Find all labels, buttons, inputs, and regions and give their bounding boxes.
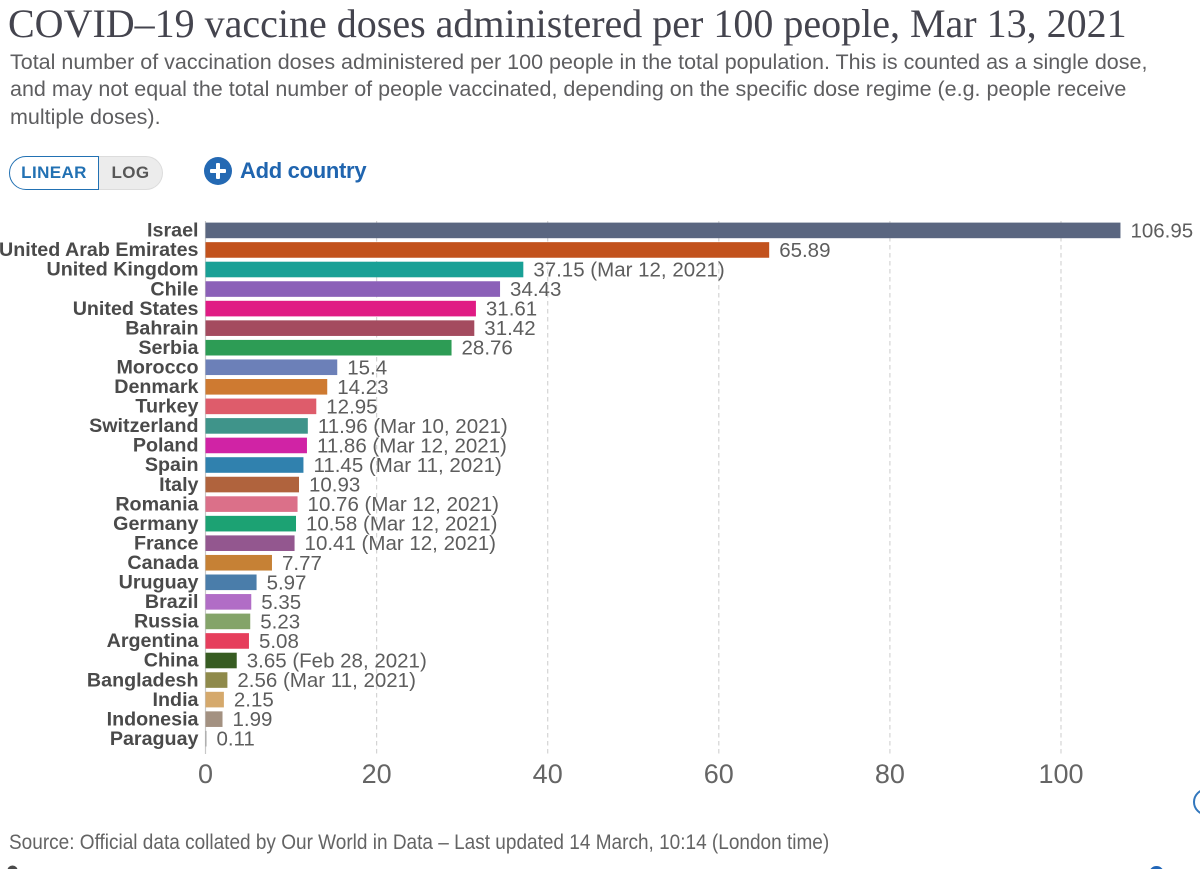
svg-text:106.95: 106.95	[1130, 219, 1193, 242]
svg-text:China: China	[144, 650, 200, 672]
svg-text:Bangladesh: Bangladesh	[87, 669, 199, 691]
svg-text:11.96 (Mar 10, 2021): 11.96 (Mar 10, 2021)	[318, 415, 508, 438]
svg-text:31.61: 31.61	[486, 298, 537, 321]
svg-text:1.99: 1.99	[233, 708, 273, 731]
svg-text:2.56 (Mar 11, 2021): 2.56 (Mar 11, 2021)	[237, 669, 416, 692]
svg-text:Chile: Chile	[150, 278, 198, 300]
svg-text:Uruguay: Uruguay	[119, 572, 199, 594]
svg-text:Israel: Israel	[147, 220, 198, 242]
svg-text:65.89: 65.89	[779, 239, 830, 262]
svg-text:20: 20	[362, 759, 392, 789]
svg-text:34.43: 34.43	[510, 278, 561, 301]
svg-text:Turkey: Turkey	[135, 396, 198, 418]
svg-text:Germany: Germany	[113, 513, 198, 535]
svg-text:7.77: 7.77	[282, 552, 322, 575]
svg-text:Bahrain: Bahrain	[125, 317, 198, 339]
svg-text:India: India	[153, 689, 200, 711]
svg-text:3.65 (Feb 28, 2021): 3.65 (Feb 28, 2021)	[247, 650, 427, 673]
svg-text:11.86 (Mar 12, 2021): 11.86 (Mar 12, 2021)	[317, 434, 507, 457]
svg-text:Russia: Russia	[134, 611, 200, 633]
svg-text:Denmark: Denmark	[114, 376, 198, 398]
svg-text:0: 0	[198, 759, 213, 789]
svg-text:100: 100	[1038, 759, 1083, 789]
svg-text:Brazil: Brazil	[145, 591, 199, 613]
svg-text:10.41 (Mar 12, 2021): 10.41 (Mar 12, 2021)	[305, 532, 496, 555]
svg-text:United Arab Emirates: United Arab Emirates	[0, 239, 199, 261]
svg-text:Paraguay: Paraguay	[110, 728, 199, 750]
svg-text:Romania: Romania	[115, 493, 199, 515]
svg-text:10.58 (Mar 12, 2021): 10.58 (Mar 12, 2021)	[306, 513, 497, 536]
svg-text:28.76: 28.76	[462, 337, 513, 360]
svg-text:15.4: 15.4	[347, 356, 387, 379]
svg-text:Poland: Poland	[133, 435, 199, 457]
svg-text:United States: United States	[73, 298, 199, 320]
svg-text:France: France	[134, 532, 199, 554]
svg-text:37.15 (Mar 12, 2021): 37.15 (Mar 12, 2021)	[533, 259, 724, 282]
svg-text:Switzerland: Switzerland	[89, 415, 198, 437]
svg-text:10.76 (Mar 12, 2021): 10.76 (Mar 12, 2021)	[308, 493, 499, 516]
svg-text:Indonesia: Indonesia	[107, 708, 200, 730]
svg-text:60: 60	[704, 759, 734, 789]
svg-text:2.15: 2.15	[234, 689, 274, 712]
svg-text:5.97: 5.97	[267, 571, 307, 594]
svg-text:11.45 (Mar 11, 2021): 11.45 (Mar 11, 2021)	[313, 454, 501, 477]
svg-text:5.35: 5.35	[261, 591, 301, 614]
svg-text:14.23: 14.23	[337, 376, 388, 399]
svg-text:Morocco: Morocco	[116, 356, 198, 378]
svg-text:Serbia: Serbia	[138, 337, 199, 359]
svg-text:31.42: 31.42	[484, 317, 535, 340]
svg-text:0.11: 0.11	[216, 728, 254, 751]
svg-text:Canada: Canada	[127, 552, 199, 574]
svg-text:United Kingdom: United Kingdom	[46, 259, 198, 281]
svg-text:40: 40	[533, 759, 563, 789]
svg-text:10.93: 10.93	[309, 474, 360, 497]
svg-text:Italy: Italy	[159, 474, 198, 496]
svg-text:Spain: Spain	[145, 454, 199, 476]
svg-text:12.95: 12.95	[326, 395, 377, 418]
svg-text:5.08: 5.08	[259, 630, 299, 653]
svg-text:5.23: 5.23	[260, 610, 300, 633]
svg-text:Argentina: Argentina	[107, 630, 200, 652]
svg-text:80: 80	[875, 759, 905, 789]
